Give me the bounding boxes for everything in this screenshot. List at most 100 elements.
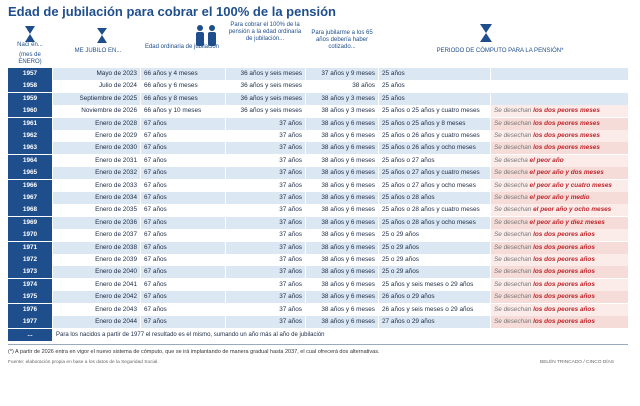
discard: Se desecha el peor año <box>491 154 628 167</box>
cell: 38 años y 6 meses <box>306 216 378 229</box>
header: ME JUBILO EN... <box>74 48 122 54</box>
year: 1964 <box>8 154 52 167</box>
year: 1976 <box>8 303 52 316</box>
credit: BELÉN TRINCADO / CINCO DÍAS <box>540 360 615 366</box>
discard-lead: Se desechan <box>494 107 532 115</box>
cell: 25 años o 25 años y 8 meses <box>379 117 490 130</box>
discard-lead: Se desechan <box>494 280 532 288</box>
discard-lead: Se desechan <box>494 293 532 301</box>
cell: 38 años y 6 meses <box>306 154 378 167</box>
discard-lead: Se desechan <box>494 256 532 263</box>
cell: 67 años <box>141 291 225 304</box>
year: 1963 <box>8 142 52 155</box>
cell: 25 o 29 años <box>379 241 490 254</box>
cell: 27 años o 29 años <box>379 316 490 328</box>
discard-lead: Se desechan <box>494 305 532 313</box>
cell: 37 años <box>226 291 305 304</box>
cell: 67 años <box>141 167 225 180</box>
cell: Enero de 2044 <box>53 316 140 328</box>
cell: Enero de 2043 <box>53 303 140 316</box>
header: Para jubilarme a los 65 años debería hab… <box>311 30 373 50</box>
cell: 37 años <box>226 154 305 167</box>
discard-emph: el peor año y dos meses <box>529 169 604 177</box>
cell: Enero de 2034 <box>53 192 140 204</box>
cell: 66 años y 6 meses <box>141 80 225 93</box>
cell: 38 años y 6 meses <box>306 130 378 142</box>
cell: Enero de 2028 <box>53 117 140 130</box>
cell: Enero de 2036 <box>53 216 140 229</box>
cell: 38 años <box>306 80 378 93</box>
discard: Se desechan los dos peores años <box>491 291 628 304</box>
header: (mes de ENERO) <box>18 52 42 65</box>
year: 1971 <box>8 241 52 254</box>
cell: 25 años o 28 años y cuatro meses <box>379 204 490 217</box>
cell: 37 años <box>226 130 305 142</box>
discard: Se desecha el peor año y medio <box>491 192 628 204</box>
cell: 67 años <box>141 142 225 155</box>
cell: 37 años <box>226 229 305 242</box>
cell: 37 años <box>226 216 305 229</box>
discard-lead: Se desechan <box>494 318 532 325</box>
cell: 67 años <box>141 241 225 254</box>
discard: Se desechan los dos peores años <box>491 303 628 316</box>
cell: 66 años y 4 meses <box>141 68 225 80</box>
cell: 36 años y seis meses <box>226 105 305 118</box>
cell: 37 años <box>226 179 305 192</box>
year: 1970 <box>8 229 52 242</box>
discard-lead: Se desechan <box>494 119 532 127</box>
header: Nací en... <box>17 42 43 48</box>
cell: 25 años o 26 años y ocho meses <box>379 142 490 155</box>
discard: Se desechan los dos peores años <box>491 266 628 279</box>
cell: 67 años <box>141 216 225 229</box>
cell: 67 años <box>141 303 225 316</box>
discard-emph: los dos peores meses <box>533 144 600 152</box>
cell: Enero de 2037 <box>53 229 140 242</box>
cell: Enero de 2032 <box>53 167 140 180</box>
cell: 38 años y 6 meses <box>306 142 378 155</box>
cell: 25 años <box>379 92 490 105</box>
cell: 37 años <box>226 316 305 328</box>
cell: 37 años <box>226 266 305 279</box>
discard-emph: los dos peores años <box>533 318 595 325</box>
discard: Se desecha el peor año y dos meses <box>491 167 628 180</box>
cell: 37 años <box>226 303 305 316</box>
year: 1972 <box>8 254 52 266</box>
cell: 37 años <box>226 278 305 291</box>
cell: 25 años o 27 años y ocho meses <box>379 179 490 192</box>
discard-lead: Se desecha <box>494 169 528 177</box>
year: 1959 <box>8 92 52 105</box>
discard <box>491 68 628 80</box>
year: 1962 <box>8 130 52 142</box>
cell: 67 años <box>141 278 225 291</box>
year: 1966 <box>8 179 52 192</box>
cell: 25 o 29 años <box>379 254 490 266</box>
discard-emph: el peor año y ocho meses <box>533 206 612 214</box>
cell: 38 años y 6 meses <box>306 316 378 328</box>
year: 1957 <box>8 68 52 80</box>
cell: 38 años y 6 meses <box>306 241 378 254</box>
discard-lead: Se desecha <box>494 218 528 226</box>
cell: 67 años <box>141 179 225 192</box>
discard-emph: los dos peores años <box>533 243 595 251</box>
discard: Se desecha el peor año y diez meses <box>491 216 628 229</box>
cell: 67 años <box>141 204 225 217</box>
discard-emph: el peor año y medio <box>529 194 590 201</box>
discard: Se desechan los dos peores años <box>491 316 628 328</box>
year: 1958 <box>8 80 52 93</box>
discard-emph: el peor año y cuatro meses <box>529 181 612 189</box>
discard-lead: Se desecha <box>494 156 528 164</box>
cell: 36 años y seis meses <box>226 80 305 93</box>
note: Para los nacidos a partir de 1977 el res… <box>56 332 325 339</box>
discard: Se desechan los dos peores años <box>491 241 628 254</box>
title: Edad de jubilación para cobrar el 100% d… <box>8 4 336 19</box>
cell: Mayo de 2023 <box>53 68 140 80</box>
cell: 36 años y seis meses <box>226 92 305 105</box>
cell: Enero de 2042 <box>53 291 140 304</box>
discard: Se desecha el peor año y cuatro meses <box>491 179 628 192</box>
cell: 25 años y seis meses o 29 años <box>379 278 490 291</box>
year: 1961 <box>8 117 52 130</box>
cell: 38 años y 6 meses <box>306 254 378 266</box>
rule <box>8 344 628 346</box>
discard: Se desechan los dos peores meses <box>491 105 628 118</box>
